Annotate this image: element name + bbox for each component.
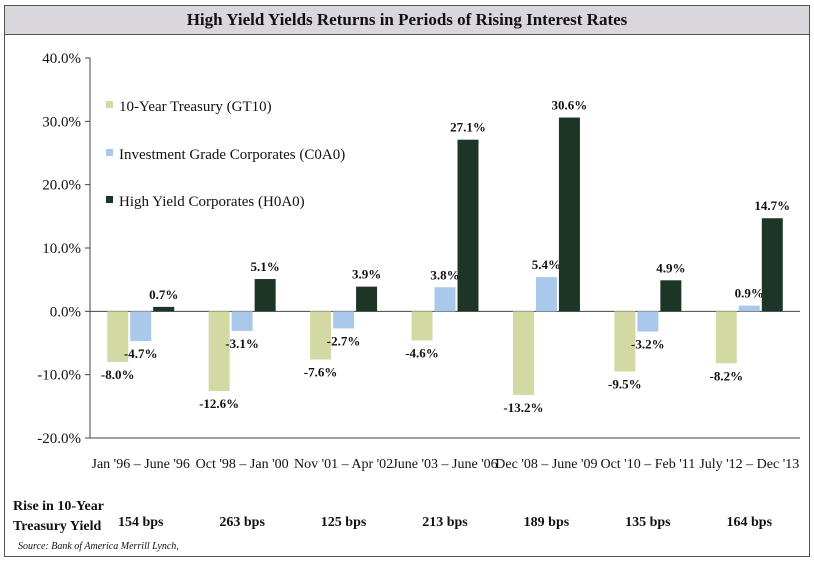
legend-label: 10-Year Treasury (GT10) [119, 99, 272, 115]
bar-hy [457, 139, 479, 312]
data-label: 4.9% [656, 260, 685, 275]
bar-treasury [310, 311, 332, 360]
bar-ig [535, 277, 557, 312]
rise-bps-value: 263 bps [219, 515, 265, 530]
y-tick-label: 0.0% [50, 304, 81, 320]
data-label: 3.9% [352, 267, 381, 282]
bar-treasury [715, 311, 737, 364]
data-label: 3.8% [430, 267, 459, 282]
source-note: Source: Bank of America Merrill Lynch, [18, 541, 179, 552]
bar-ig [333, 311, 355, 329]
y-tick-label: -10.0% [37, 368, 81, 384]
chart-title: High Yield Yields Returns in Periods of … [186, 10, 628, 29]
legend-label: Investment Grade Corporates (C0A0) [119, 147, 345, 163]
title-bar: High Yield Yields Returns in Periods of … [4, 5, 810, 35]
bar-treasury [208, 311, 230, 392]
bar-ig [637, 311, 659, 332]
data-label: -8.2% [709, 368, 743, 383]
rise-bps-value: 125 bps [320, 515, 367, 530]
bar-ig [231, 311, 253, 331]
category-label: June '03 – June '06 [392, 457, 497, 472]
rise-bps-value: 189 bps [523, 515, 570, 530]
legend-swatch [106, 101, 113, 108]
data-label: 27.1% [450, 120, 486, 135]
data-label: 0.9% [735, 286, 764, 301]
rise-bps-value: 135 bps [625, 515, 671, 530]
bar-chart: -20.0% -10.0% 0.0% 10.0% 20.0% 30.0% 40.0% -8.0… [37, 51, 800, 472]
bar-ig [738, 305, 760, 312]
bar-treasury [411, 311, 433, 341]
rise-bps-value: 164 bps [726, 515, 773, 530]
rise-label-line2: Treasury Yield [13, 519, 102, 534]
data-label: -12.6% [199, 396, 239, 411]
bar-hy [761, 218, 783, 312]
bar-hy [254, 279, 276, 312]
y-tick-label: 40.0% [42, 51, 81, 67]
rise-bps-value: 154 bps [117, 515, 164, 530]
bar-hy [356, 286, 378, 312]
data-label: -3.1% [225, 336, 259, 351]
category-label: Jan '96 – June '96 [92, 457, 190, 472]
data-label: 0.7% [149, 287, 178, 302]
legend-swatch [106, 196, 113, 203]
legend-label: High Yield Corporates (H0A0) [119, 194, 305, 210]
data-label: 14.7% [754, 198, 790, 213]
bar-ig [434, 287, 456, 312]
category-label: July '12 – Dec '13 [699, 457, 799, 472]
bar-hy [558, 117, 580, 312]
data-label: -7.6% [304, 364, 338, 379]
bar-hy [153, 306, 175, 312]
category-label: Oct '10 – Feb '11 [600, 457, 695, 472]
rise-label: Rise in 10-Year Treasury Yield [13, 497, 104, 537]
data-label: 5.1% [251, 259, 280, 274]
bar-treasury [107, 311, 129, 362]
data-label: 5.4% [532, 257, 561, 272]
bar-treasury [614, 311, 636, 372]
data-label: -2.7% [327, 333, 361, 348]
y-tick-label: 10.0% [42, 241, 81, 257]
data-label: 30.6% [552, 98, 588, 113]
data-label: -8.0% [101, 367, 135, 382]
rise-bps-value: 213 bps [422, 515, 468, 530]
data-label: -3.2% [631, 337, 665, 352]
legend-swatch [106, 149, 113, 156]
y-tick-label: 20.0% [42, 178, 81, 194]
bar-treasury [512, 311, 534, 395]
category-label: Nov '01 – Apr '02 [294, 457, 393, 472]
data-label: -4.6% [405, 345, 439, 360]
y-tick-label: 30.0% [42, 114, 81, 130]
data-label: -9.5% [608, 377, 642, 392]
bar-ig [130, 311, 152, 342]
category-label: Dec '08 – June '09 [495, 457, 597, 472]
category-label: Oct '98 – Jan '00 [196, 457, 289, 472]
bar-hy [660, 280, 682, 312]
data-label: -13.2% [503, 400, 543, 415]
data-label: -4.7% [124, 346, 158, 361]
rise-label-line1: Rise in 10-Year [13, 499, 104, 514]
y-tick-label: -20.0% [37, 431, 81, 447]
